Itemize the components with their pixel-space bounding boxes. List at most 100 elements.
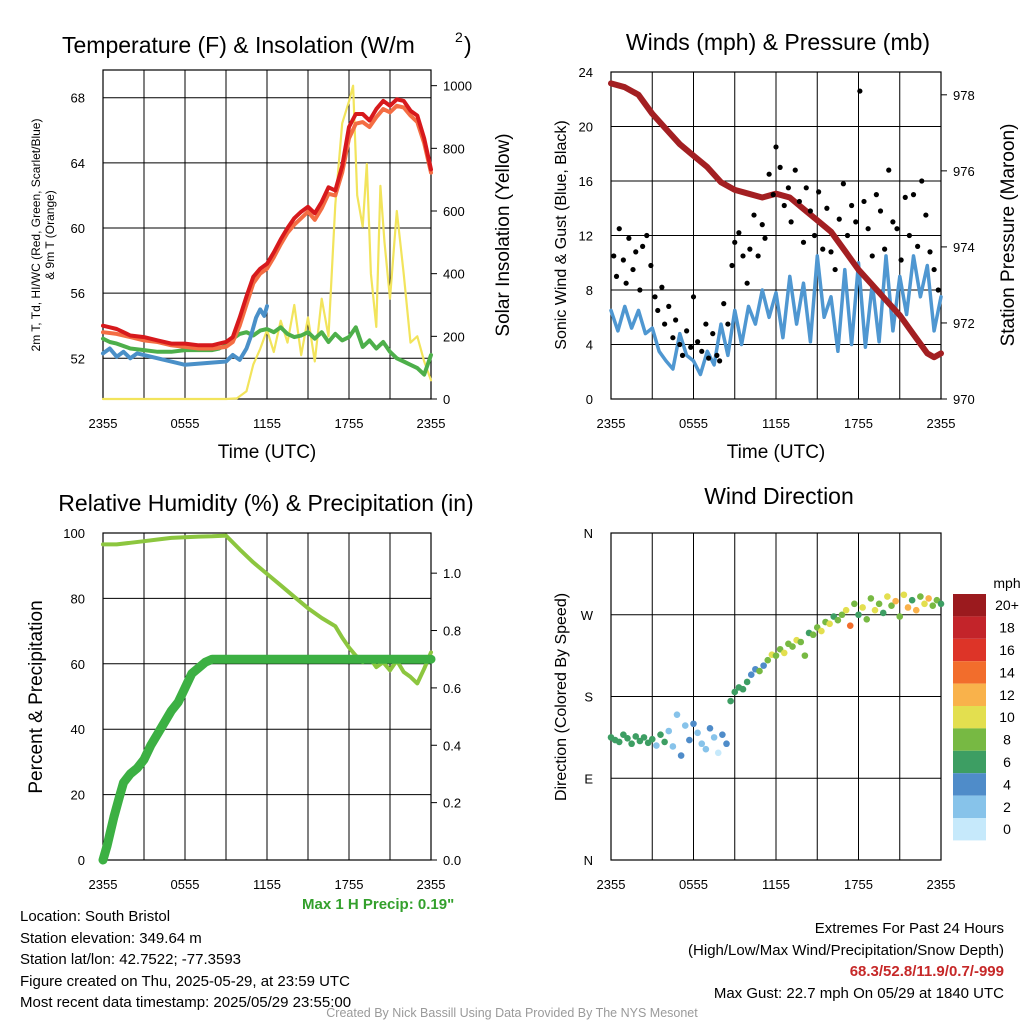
colorbar-label: 6 (1003, 754, 1011, 770)
y-tick-label: 20 (579, 120, 593, 135)
plot-frame (102, 532, 432, 861)
direction-point (809, 631, 817, 639)
gust-point (792, 167, 798, 173)
gust-point (644, 232, 650, 239)
direction-point (908, 596, 916, 604)
gust-point (640, 243, 646, 249)
direction-point (661, 738, 668, 746)
direction-point (826, 620, 833, 628)
series-line (101, 304, 269, 367)
x-tick-label: 0555 (171, 416, 200, 431)
y-axis-label: Direction (Colored By Speed) (553, 593, 570, 801)
direction-point (818, 627, 825, 635)
y2-tick-label: 974 (953, 240, 975, 255)
x-tick-label: 0555 (171, 877, 200, 892)
y-axis-label-line2: & 9m T (Orange) (43, 190, 57, 280)
max-gust-text: Max Gust: 22.7 mph On 05/29 at 1840 UTC (713, 984, 1004, 1002)
x-axis-label: Time (UTC) (727, 442, 826, 463)
direction-point (719, 731, 726, 738)
y-tick-label: 60 (71, 657, 85, 672)
direction-point (863, 615, 871, 623)
y2-tick-label: 0.8 (443, 624, 461, 639)
gust-point (690, 294, 697, 300)
y-tick-label: 40 (71, 722, 85, 737)
x-tick-label: 1755 (335, 877, 364, 892)
gust-point (759, 222, 765, 228)
gust-point (890, 219, 896, 225)
direction-point (764, 656, 772, 664)
gust-point (832, 266, 838, 273)
chart-title: Wind Direction (704, 483, 854, 509)
colorbar-label: 18 (999, 620, 1015, 636)
direction-point (871, 606, 879, 614)
y-tick-label: 56 (71, 286, 85, 301)
x-tick-label: 0555 (679, 877, 708, 892)
gust-point (788, 219, 794, 225)
gust-point (777, 164, 783, 170)
gust-point (695, 339, 701, 345)
y-axis-label: Percent & Precipitation (26, 600, 47, 793)
gust-point (637, 287, 643, 293)
direction-point (896, 613, 904, 620)
gust-point (662, 321, 668, 327)
direction-point (855, 611, 862, 619)
y2-tick-label: 972 (953, 316, 975, 331)
gust-point (729, 262, 735, 269)
gust-point (659, 284, 665, 290)
y-tick-label: W (581, 608, 594, 623)
direction-point (653, 742, 660, 749)
y2-tick-label: 400 (443, 267, 465, 282)
y-tick-label: 16 (579, 174, 593, 189)
gust-point (755, 253, 761, 259)
gust-point (766, 171, 772, 177)
title-superscript: 2 (455, 29, 463, 45)
direction-point (780, 649, 788, 657)
gust-point (844, 232, 851, 239)
direction-point (747, 671, 755, 678)
gust-point (747, 246, 753, 252)
colorbar-swatch (953, 750, 986, 774)
gust-point (807, 208, 813, 214)
plot-frame (610, 71, 942, 400)
direction-point (702, 745, 710, 753)
panel-1: 2355 0555 1155 1755 2355 52 56 60 64 68 0 200 400 600… (29, 29, 514, 463)
y2-tick-label: 976 (953, 164, 975, 179)
gust-point (770, 192, 776, 198)
x-tick-label: 2355 (417, 877, 446, 892)
colorbar-label: 2 (1003, 799, 1011, 815)
gust-point (714, 352, 720, 358)
y2-tick-label: 200 (443, 329, 465, 344)
y-axis-label: Sonic Wind & Gust (Blue, Black) (553, 120, 570, 349)
x-tick-label: 1155 (762, 416, 790, 431)
x-tick-label: 2355 (927, 416, 956, 431)
gust-point (820, 246, 826, 252)
gust-point (811, 232, 818, 239)
gust-point (688, 344, 694, 350)
created-text: Figure created on Thu, 2025-05-29, at 23… (20, 972, 350, 990)
colorbar-swatch (953, 795, 986, 818)
x-tick-label: 2355 (927, 877, 956, 892)
direction-point (681, 722, 689, 729)
gust-point (886, 167, 892, 173)
direction-point (838, 611, 846, 619)
gust-point (906, 232, 912, 239)
direction-point (900, 591, 908, 599)
y-tick-label: 8 (586, 283, 593, 298)
gust-point (611, 253, 617, 259)
gust-point (861, 198, 867, 205)
panel-4: 2355 0555 1155 1755 2355 N E S W N Wind Direction D… (553, 483, 1021, 892)
gust-point (849, 202, 855, 209)
gust-point (717, 358, 723, 364)
direction-point (867, 595, 875, 602)
direction-point (875, 600, 883, 608)
colorbar-label: 16 (999, 642, 1015, 658)
latlon-text: Station lat/lon: 42.7522; -77.3593 (20, 951, 242, 968)
y2-tick-label: 0 (443, 392, 450, 407)
series-line (101, 84, 433, 401)
direction-point (888, 602, 895, 609)
panel-2: 2355 0555 1155 1755 2355 0 4 8 12 16 20 24 970 972 974… (553, 29, 1019, 463)
direction-point (657, 731, 664, 738)
y-tick-label: 0 (586, 392, 593, 407)
x-tick-label: 1755 (335, 416, 364, 431)
direction-point (884, 593, 891, 600)
